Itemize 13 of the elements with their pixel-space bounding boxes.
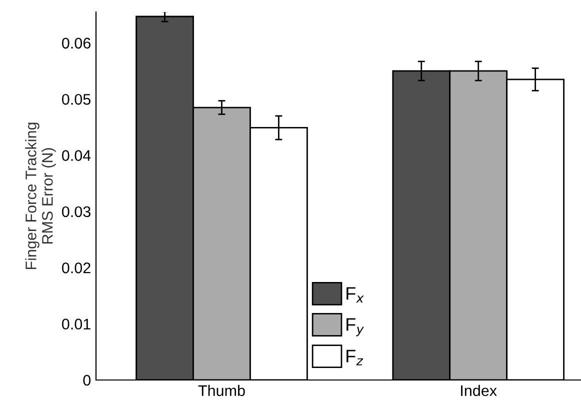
x-tick-label: Thumb	[198, 384, 245, 396]
y-tick-label: 0.06	[62, 38, 90, 49]
x-tick-label: Index	[461, 384, 497, 396]
y-tick-label: 0.04	[62, 150, 91, 161]
y-tick-label: 0.01	[62, 318, 90, 330]
legend-label: F$_{z}$	[346, 350, 364, 366]
y-axis-title: Finger Force Tracking RMS Error (N)	[25, 122, 56, 270]
y-tick-label: 0.03	[62, 206, 90, 218]
y-tick-label: 0	[83, 374, 91, 386]
legend-label: F$_{x}$	[346, 287, 364, 303]
y-tick-label: 0.02	[62, 262, 90, 274]
y-tick-label: 0.05	[62, 94, 90, 105]
legend-label: F$_{y}$	[346, 318, 364, 336]
